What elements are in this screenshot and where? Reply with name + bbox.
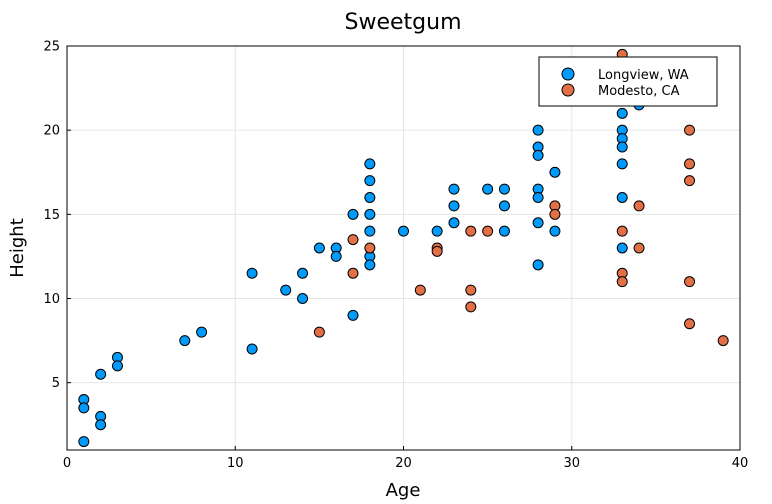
data-point-longview xyxy=(532,217,544,229)
legend: Longview, WA Modesto, CA xyxy=(538,56,718,107)
data-point-longview xyxy=(78,436,90,448)
data-point-longview xyxy=(616,242,628,254)
x-tick-label: 0 xyxy=(63,456,71,471)
data-point-longview xyxy=(616,192,628,203)
data-point-modesto xyxy=(482,225,494,237)
data-point-longview xyxy=(297,267,309,279)
data-point-modesto xyxy=(347,267,359,279)
data-point-longview xyxy=(78,402,90,414)
data-point-modesto xyxy=(684,276,696,288)
data-point-longview xyxy=(532,259,544,271)
data-point-longview xyxy=(532,124,544,136)
data-point-modesto xyxy=(684,158,696,170)
data-point-longview xyxy=(431,225,443,237)
data-point-longview xyxy=(532,149,544,161)
data-point-longview xyxy=(549,225,561,237)
x-tick-label: 40 xyxy=(732,456,749,471)
data-point-longview xyxy=(347,309,359,321)
data-point-longview xyxy=(364,225,376,237)
data-point-longview xyxy=(448,183,460,195)
axis-ticks: 0 10 20 30 40 5 10 15 20 25 xyxy=(43,40,748,472)
x-axis-label: Age xyxy=(386,480,421,501)
data-point-longview xyxy=(448,217,460,229)
data-point-longview xyxy=(398,225,409,237)
data-point-longview xyxy=(448,200,460,212)
data-point-longview xyxy=(95,419,107,431)
data-point-longview xyxy=(616,158,628,170)
data-point-longview xyxy=(95,368,107,380)
data-point-longview xyxy=(498,183,510,195)
data-point-longview xyxy=(532,192,544,203)
data-point-longview xyxy=(246,343,258,355)
y-tick-label: 15 xyxy=(43,208,60,223)
data-point-modesto xyxy=(684,318,696,330)
legend-box xyxy=(538,56,718,107)
chart-title: Sweetgum xyxy=(345,10,462,35)
data-point-longview xyxy=(498,200,510,212)
data-point-longview xyxy=(498,225,510,237)
data-point-longview xyxy=(179,335,191,347)
x-tick-label: 10 xyxy=(227,456,244,471)
legend-marker-modesto xyxy=(561,83,575,97)
data-point-longview xyxy=(347,208,359,220)
data-point-modesto xyxy=(414,284,426,296)
data-point-modesto xyxy=(616,276,628,288)
data-point-modesto xyxy=(364,242,376,254)
data-point-modesto xyxy=(465,284,477,296)
y-tick-label: 20 xyxy=(43,124,60,139)
legend-marker-longview xyxy=(561,67,575,81)
data-point-modesto xyxy=(347,234,359,246)
data-point-modesto xyxy=(633,242,645,254)
data-point-longview xyxy=(196,326,208,338)
data-point-modesto xyxy=(313,326,325,338)
data-point-modesto xyxy=(465,225,477,237)
y-axis-label: Height xyxy=(7,218,28,278)
data-point-longview xyxy=(364,259,376,271)
x-tick-label: 20 xyxy=(395,456,412,471)
data-point-modesto xyxy=(684,175,696,187)
data-point-modesto xyxy=(616,225,628,237)
y-tick-label: 10 xyxy=(43,292,60,307)
data-point-modesto xyxy=(633,200,645,212)
data-point-longview xyxy=(364,175,376,187)
legend-label-longview: Longview, WA xyxy=(598,68,689,83)
data-point-longview xyxy=(364,192,376,203)
data-point-modesto xyxy=(717,335,729,347)
data-point-longview xyxy=(330,250,342,262)
data-point-longview xyxy=(280,284,292,296)
data-point-longview xyxy=(364,158,376,170)
x-tick-label: 30 xyxy=(563,456,580,471)
data-point-modesto xyxy=(684,124,696,136)
data-point-modesto xyxy=(431,245,443,257)
data-point-longview xyxy=(616,141,628,153)
legend-label-modesto: Modesto, CA xyxy=(598,84,680,99)
data-point-modesto xyxy=(549,208,561,220)
y-tick-label: 25 xyxy=(43,40,60,55)
data-point-longview xyxy=(313,242,325,254)
data-point-longview xyxy=(246,267,258,279)
data-point-longview xyxy=(616,107,628,119)
data-point-longview xyxy=(111,360,123,372)
data-point-longview xyxy=(549,166,561,178)
data-point-longview xyxy=(482,183,494,195)
data-point-longview xyxy=(297,293,309,304)
y-tick-label: 5 xyxy=(52,376,60,391)
data-point-modesto xyxy=(465,301,477,313)
data-point-longview xyxy=(364,208,376,220)
